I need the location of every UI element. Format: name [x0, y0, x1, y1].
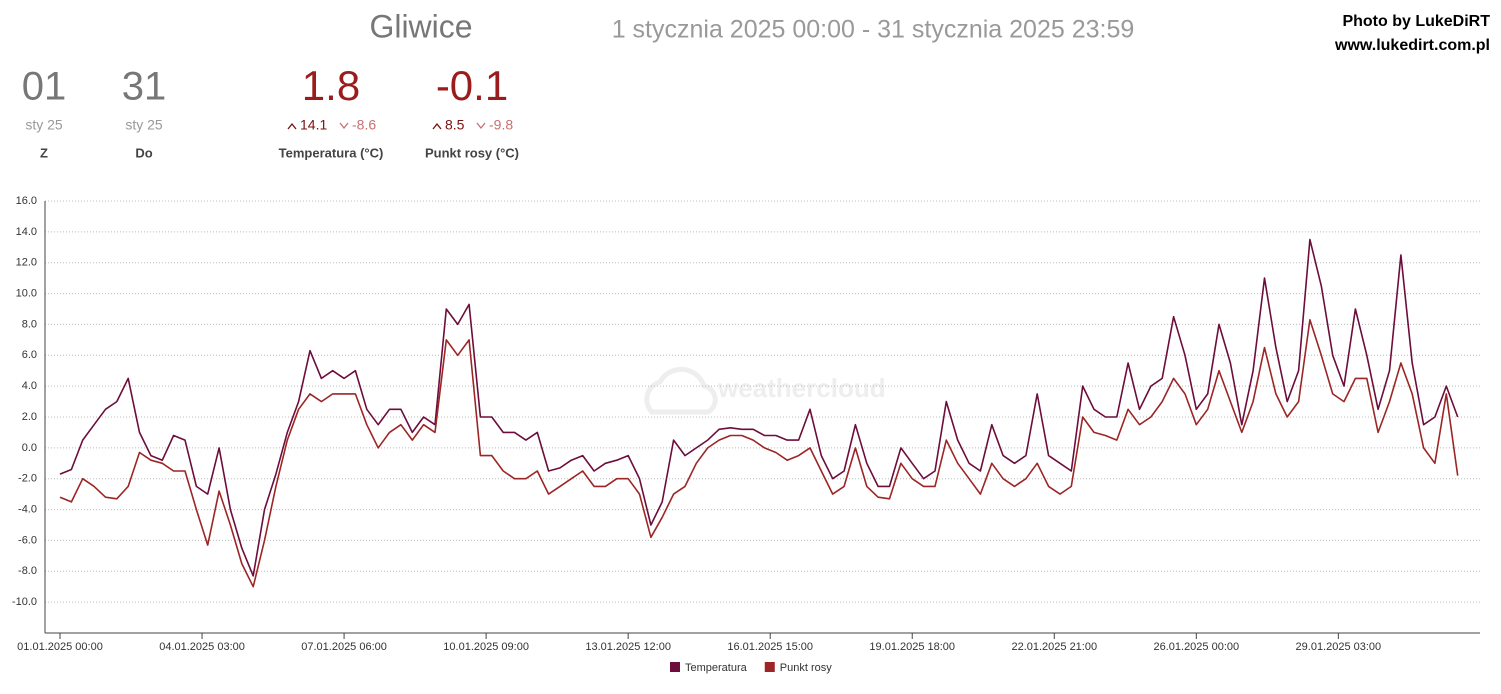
x-tick-label: 29.01.2025 03:00: [1296, 641, 1382, 653]
stat-value: 31: [122, 65, 167, 109]
max-icon: [287, 122, 297, 130]
x-tick-label: 04.01.2025 03:00: [159, 641, 245, 653]
watermark-icon: [644, 366, 718, 415]
stat-label: Punkt rosy (°C): [425, 145, 519, 160]
y-tick-label: -8.0: [18, 565, 37, 577]
min-icon: [476, 122, 486, 130]
stat-label: Temperatura (°C): [279, 145, 384, 160]
y-tick-label: 6.0: [22, 349, 37, 361]
legend-swatch: [764, 662, 775, 672]
stat-min: -9.8: [489, 117, 513, 133]
x-tick-label: 22.01.2025 21:00: [1011, 641, 1097, 653]
stat-value: 1.8: [302, 62, 360, 109]
station-title: Gliwice: [369, 8, 472, 44]
legend-swatch: [670, 662, 680, 672]
stat-sub: sty 25: [25, 117, 63, 133]
max-icon: [432, 122, 442, 130]
series-line: [59, 238, 1459, 577]
stat-max: 8.5: [445, 117, 465, 133]
y-tick-label: 8.0: [22, 318, 37, 330]
stat-to: 31 sty 25 Do: [122, 65, 167, 161]
date-range: 1 stycznia 2025 00:00 - 31 stycznia 2025…: [612, 16, 1135, 44]
y-tick-label: 0.0: [22, 442, 37, 454]
x-tick-label: 13.01.2025 12:00: [585, 641, 671, 653]
y-tick-label: 14.0: [16, 226, 37, 238]
stat-max: 14.1: [300, 117, 327, 133]
legend-label: Temperatura: [685, 662, 748, 674]
stat-from: 01 sty 25 Z: [22, 65, 67, 161]
stat-value: -0.1: [436, 62, 508, 109]
y-tick-label: -6.0: [18, 534, 37, 546]
chart: weathercloud -10.0 -8.0 -6.0 -4.0 -2.0 0.0 2.0…: [12, 195, 1480, 674]
x-tick-label: 10.01.2025 09:00: [443, 641, 529, 653]
x-tick-label: 26.01.2025 00:00: [1153, 641, 1239, 653]
y-tick-label: -2.0: [18, 473, 37, 485]
stat-label: Do: [135, 145, 152, 160]
y-tick-label: 4.0: [22, 380, 37, 392]
stat-temperature: 1.8 14.1 -8.6 Temperatura (°C): [279, 62, 384, 160]
credit-site: www.lukedirt.com.pl: [1334, 37, 1490, 54]
y-tick-label: -10.0: [12, 596, 37, 608]
legend-label: Punkt rosy: [780, 662, 832, 674]
x-tick-label: 19.01.2025 18:00: [869, 641, 955, 653]
y-tick-label: 10.0: [16, 287, 37, 299]
watermark: weathercloud: [717, 373, 886, 403]
x-tick-label: 07.01.2025 06:00: [301, 641, 387, 653]
credit: Photo by LukeDiRT: [1342, 13, 1490, 30]
stat-min: -8.6: [352, 117, 376, 133]
stat-label: Z: [40, 145, 48, 160]
stat-dewpoint: -0.1 8.5 -9.8 Punkt rosy (°C): [425, 62, 519, 160]
stat-value: 01: [22, 65, 67, 109]
min-icon: [339, 122, 349, 130]
x-tick-label: 16.01.2025 15:00: [727, 641, 813, 653]
y-tick-label: -4.0: [18, 503, 37, 515]
series-line: [59, 319, 1459, 588]
stat-sub: sty 25: [125, 117, 163, 133]
x-tick-label: 01.01.2025 00:00: [17, 641, 103, 653]
y-tick-label: 12.0: [16, 257, 37, 269]
y-tick-label: 16.0: [16, 195, 37, 207]
y-tick-label: 2.0: [22, 411, 37, 423]
